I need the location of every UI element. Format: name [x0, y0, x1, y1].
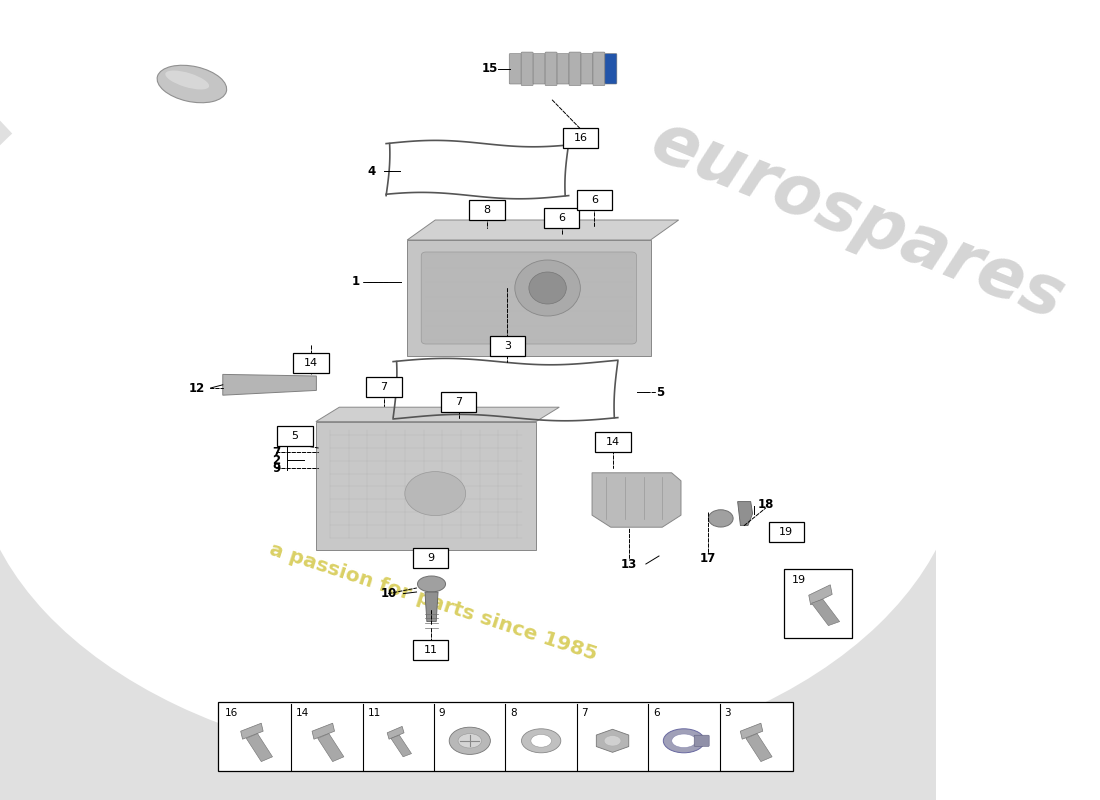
Ellipse shape	[449, 727, 491, 754]
FancyBboxPatch shape	[441, 393, 476, 413]
FancyBboxPatch shape	[569, 52, 581, 86]
FancyBboxPatch shape	[316, 422, 536, 550]
FancyBboxPatch shape	[412, 640, 449, 659]
FancyBboxPatch shape	[562, 127, 598, 147]
FancyBboxPatch shape	[557, 54, 569, 84]
Text: 6: 6	[591, 195, 598, 205]
Ellipse shape	[515, 260, 581, 316]
Ellipse shape	[157, 66, 227, 102]
Ellipse shape	[708, 510, 733, 527]
FancyBboxPatch shape	[605, 54, 617, 84]
Polygon shape	[596, 730, 629, 752]
FancyBboxPatch shape	[581, 54, 593, 84]
Text: 8: 8	[483, 205, 491, 214]
FancyBboxPatch shape	[694, 735, 710, 746]
FancyBboxPatch shape	[534, 54, 546, 84]
Text: 11: 11	[367, 708, 381, 718]
Ellipse shape	[529, 272, 566, 304]
FancyBboxPatch shape	[366, 377, 402, 397]
Text: 18: 18	[758, 498, 774, 510]
Text: 16: 16	[224, 708, 238, 718]
Polygon shape	[241, 723, 263, 739]
FancyBboxPatch shape	[593, 52, 605, 86]
Text: 12: 12	[188, 382, 205, 394]
FancyBboxPatch shape	[576, 190, 613, 210]
Text: 16: 16	[573, 133, 587, 142]
Polygon shape	[812, 599, 839, 626]
FancyBboxPatch shape	[546, 52, 557, 86]
Polygon shape	[316, 407, 559, 422]
Text: 9: 9	[439, 708, 446, 718]
Text: 9: 9	[427, 554, 434, 563]
Ellipse shape	[531, 734, 551, 747]
FancyBboxPatch shape	[543, 207, 580, 227]
FancyBboxPatch shape	[595, 432, 631, 452]
FancyBboxPatch shape	[412, 549, 449, 568]
Polygon shape	[246, 734, 273, 762]
Polygon shape	[738, 502, 752, 526]
Text: 7: 7	[381, 382, 387, 392]
Text: 7: 7	[582, 708, 588, 718]
Text: 13: 13	[620, 558, 637, 570]
FancyBboxPatch shape	[407, 240, 650, 356]
Text: a passion for parts since 1985: a passion for parts since 1985	[267, 540, 600, 664]
Polygon shape	[318, 734, 344, 762]
Text: 9: 9	[272, 462, 280, 474]
Text: 4: 4	[367, 165, 376, 178]
Text: 7: 7	[455, 398, 462, 407]
Polygon shape	[387, 726, 404, 739]
Text: 7: 7	[272, 446, 280, 458]
Text: 5: 5	[656, 386, 664, 398]
Ellipse shape	[165, 70, 209, 90]
Polygon shape	[312, 723, 334, 739]
FancyBboxPatch shape	[490, 336, 525, 357]
Text: 14: 14	[304, 358, 318, 368]
FancyBboxPatch shape	[218, 702, 793, 771]
Polygon shape	[592, 473, 681, 527]
FancyBboxPatch shape	[784, 569, 851, 638]
Text: 17: 17	[700, 552, 716, 565]
FancyBboxPatch shape	[293, 353, 329, 373]
Text: 10: 10	[381, 587, 397, 600]
Ellipse shape	[604, 736, 622, 746]
FancyBboxPatch shape	[421, 252, 637, 344]
Text: 19: 19	[779, 527, 793, 537]
Ellipse shape	[418, 576, 446, 592]
FancyBboxPatch shape	[277, 426, 312, 446]
Ellipse shape	[663, 729, 704, 753]
Polygon shape	[740, 723, 762, 739]
Polygon shape	[746, 734, 772, 762]
Text: 3: 3	[504, 342, 510, 351]
Text: 1: 1	[352, 275, 360, 288]
Text: 6: 6	[558, 213, 565, 222]
Text: 14: 14	[606, 438, 620, 447]
Polygon shape	[425, 592, 438, 622]
Text: 8: 8	[510, 708, 517, 718]
Text: 3: 3	[724, 708, 730, 718]
FancyBboxPatch shape	[509, 54, 521, 84]
Text: eurospares: eurospares	[641, 107, 1074, 334]
Ellipse shape	[458, 734, 482, 748]
Polygon shape	[808, 585, 833, 605]
Ellipse shape	[672, 734, 696, 747]
Polygon shape	[223, 374, 317, 395]
Text: 5: 5	[292, 431, 298, 441]
Text: 6: 6	[653, 708, 660, 718]
FancyBboxPatch shape	[469, 199, 505, 219]
Ellipse shape	[521, 729, 561, 753]
Text: 2: 2	[272, 454, 280, 466]
Ellipse shape	[405, 472, 465, 516]
Text: 19: 19	[792, 575, 806, 585]
FancyBboxPatch shape	[769, 522, 804, 542]
Polygon shape	[390, 735, 411, 757]
Text: 15: 15	[482, 62, 497, 75]
Polygon shape	[407, 220, 679, 240]
FancyBboxPatch shape	[521, 52, 534, 86]
Text: 14: 14	[296, 708, 309, 718]
Text: 11: 11	[424, 645, 438, 654]
